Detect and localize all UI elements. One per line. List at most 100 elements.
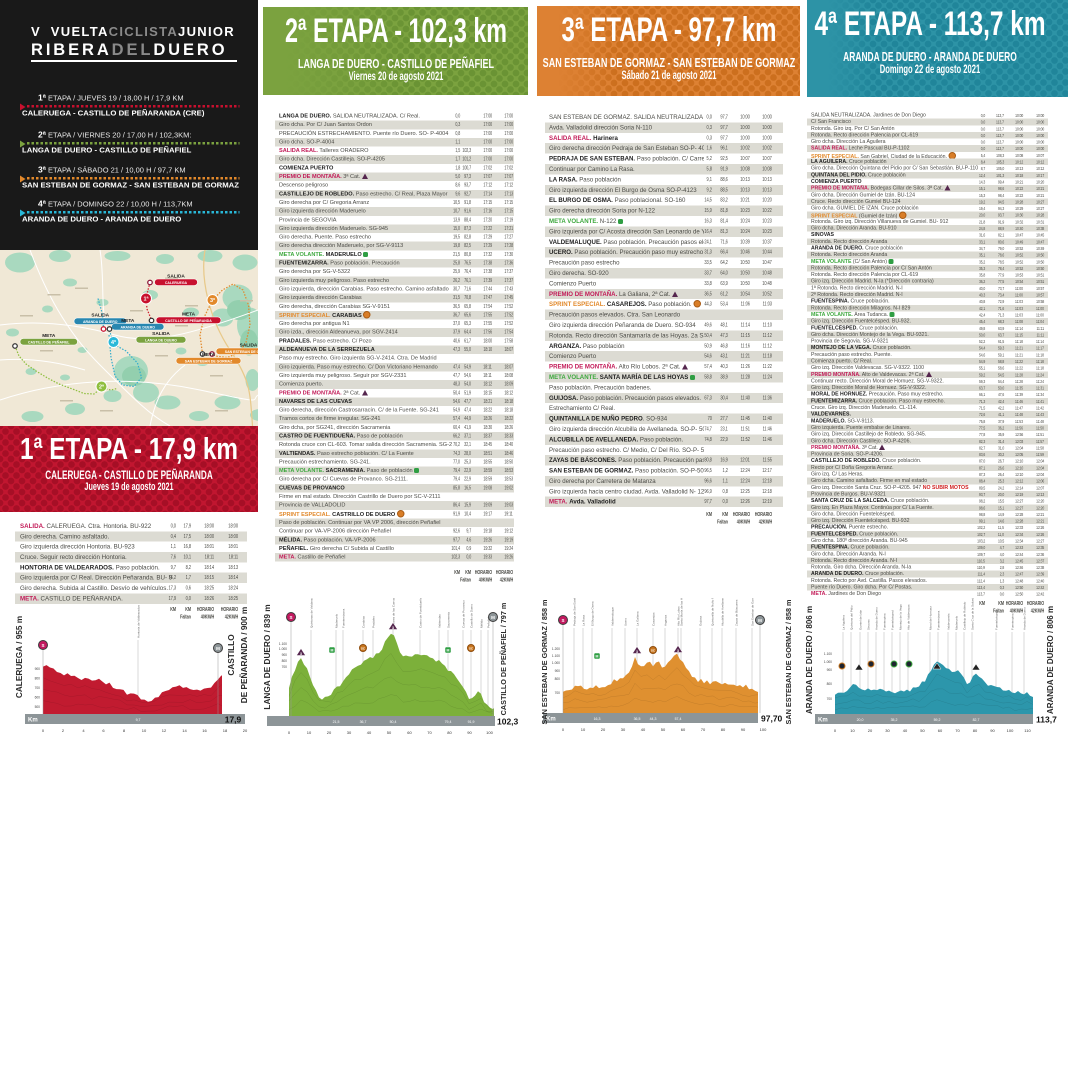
svg-text:LANGA DE DUERO: LANGA DE DUERO — [145, 338, 177, 342]
svg-text:Fuentespina: Fuentespina — [883, 613, 887, 630]
svg-text:SALIDA: SALIDA — [91, 312, 109, 318]
svg-text:18: 18 — [223, 728, 228, 733]
svg-text:META: META — [182, 311, 196, 317]
svg-text:700: 700 — [555, 691, 561, 695]
svg-text:M: M — [447, 649, 450, 653]
svg-text:12: 12 — [162, 728, 167, 733]
svg-text:Maderuelo: Maderuelo — [955, 615, 959, 630]
svg-text:4ª: 4ª — [111, 339, 117, 346]
svg-text:3: 3 — [300, 652, 302, 656]
svg-text:40: 40 — [367, 730, 372, 735]
svg-text:Km: Km — [28, 718, 38, 724]
svg-text:1.100: 1.100 — [552, 654, 560, 658]
svg-text:Guijosa: Guijosa — [699, 615, 703, 626]
svg-text:M: M — [758, 618, 762, 623]
svg-text:80: 80 — [973, 728, 978, 733]
svg-text:9,7: 9,7 — [136, 718, 141, 722]
svg-text:Montejo de la Vega: Montejo de la Vega — [899, 604, 903, 630]
svg-text:60: 60 — [681, 727, 686, 732]
svg-text:40: 40 — [903, 728, 908, 733]
svg-text:900: 900 — [35, 667, 41, 671]
svg-text:100: 100 — [486, 730, 493, 735]
svg-text:Km: Km — [546, 717, 556, 723]
svg-text:20: 20 — [601, 727, 606, 732]
svg-text:Gumiel de Izán: Gumiel de Izán — [859, 609, 863, 630]
svg-text:Alcubilla de Avellaneda: Alcubilla de Avellaneda — [721, 598, 725, 626]
svg-text:Sacramenia: Sacramenia — [447, 612, 451, 628]
svg-text:0: 0 — [288, 730, 291, 735]
svg-text:800: 800 — [282, 659, 288, 663]
svg-text:500: 500 — [35, 705, 41, 709]
svg-text:20,0: 20,0 — [857, 718, 864, 722]
svg-text:La Rasa: La Rasa — [582, 614, 586, 626]
svg-text:80: 80 — [447, 730, 452, 735]
svg-text:90: 90 — [741, 727, 746, 732]
svg-text:Hontoria de Valdearados: Hontoria de Valdearados — [137, 605, 141, 638]
svg-text:80: 80 — [721, 727, 726, 732]
svg-text:S: S — [289, 615, 292, 620]
svg-text:20: 20 — [243, 728, 248, 733]
svg-text:90: 90 — [467, 730, 472, 735]
svg-text:Peñafiel: Peñafiel — [487, 617, 491, 628]
svg-text:100: 100 — [760, 727, 767, 732]
svg-text:Quintana del Pidio: Quintana del Pidio — [850, 605, 854, 630]
svg-text:1.000: 1.000 — [552, 661, 560, 665]
svg-text:30: 30 — [885, 728, 890, 733]
svg-text:ARANDA DE DUERO: ARANDA DE DUERO — [83, 320, 118, 324]
svg-text:DE PEÑARANDA / 900 m: DE PEÑARANDA / 900 m — [239, 607, 249, 703]
svg-text:La Galiana: La Galiana — [636, 611, 640, 626]
svg-text:35,2: 35,2 — [891, 718, 898, 722]
svg-text:8: 8 — [123, 728, 126, 733]
svg-text:CASTILLO DE PEÑAFIEL / 797 m: CASTILLO DE PEÑAFIEL / 797 m — [499, 603, 508, 716]
svg-text:SALIDA: SALIDA — [167, 273, 185, 279]
svg-text:Castro de Fuentidueña: Castro de Fuentidueña — [419, 598, 423, 628]
svg-text:2: 2 — [62, 728, 65, 733]
svg-text:Sinovas: Sinovas — [867, 619, 871, 630]
svg-text:1.100: 1.100 — [824, 652, 832, 656]
svg-text:900: 900 — [555, 669, 561, 673]
svg-text:79,4: 79,4 — [445, 720, 452, 724]
svg-text:Navares de las Cuevas: Navares de las Cuevas — [392, 598, 396, 628]
svg-text:Arganza: Arganza — [664, 614, 668, 626]
svg-text:3: 3 — [636, 650, 638, 654]
svg-text:14: 14 — [182, 728, 187, 733]
svg-text:SAN ESTEBAN DE GORMAZ / 858: SAN ESTEBAN DE GORMAZ / 858 m — [540, 600, 549, 725]
svg-text:900: 900 — [282, 653, 288, 657]
svg-text:M: M — [331, 649, 334, 653]
svg-text:50: 50 — [661, 727, 666, 732]
svg-text:Aranda de Duero: Aranda de Duero — [875, 607, 879, 630]
svg-text:El Burgo de Osma: El Burgo de Osma — [591, 601, 595, 626]
svg-text:10: 10 — [307, 730, 312, 735]
svg-text:97,70: 97,70 — [761, 714, 783, 724]
svg-text:1.200: 1.200 — [552, 647, 560, 651]
svg-text:1.000: 1.000 — [279, 647, 287, 651]
svg-text:30: 30 — [621, 727, 626, 732]
svg-text:M: M — [491, 615, 495, 620]
svg-text:SAN ESTEBAN DE GORMAZ / 858: SAN ESTEBAN DE GORMAZ / 858 m — [784, 600, 793, 725]
svg-text:Alto Río Lobos: Alto Río Lobos — [677, 606, 681, 626]
svg-text:6: 6 — [102, 728, 105, 733]
svg-text:Castillejo de Robledo: Castillejo de Robledo — [963, 601, 967, 630]
svg-text:ARANDA DE DUERO / 806 m: ARANDA DE DUERO / 806 m — [805, 606, 814, 714]
svg-text:100: 100 — [1007, 728, 1014, 733]
svg-text:60: 60 — [407, 730, 412, 735]
svg-text:CALERUEGA / 955 m: CALERUEGA / 955 m — [15, 616, 24, 698]
svg-text:Moral de Hornuez: Moral de Hornuez — [929, 606, 933, 630]
svg-text:Cuevas de Provanco: Cuevas de Provanco — [462, 600, 466, 628]
svg-text:600: 600 — [35, 696, 41, 700]
svg-text:Pradales: Pradales — [372, 616, 376, 628]
svg-text:CALERUEGA: CALERUEGA — [165, 281, 188, 285]
svg-text:70: 70 — [701, 727, 706, 732]
svg-text:Fuentemizarra: Fuentemizarra — [937, 610, 941, 630]
svg-text:36,7: 36,7 — [360, 720, 367, 724]
svg-text:CASTILLO DE PEÑAFIEL: CASTILLO DE PEÑAFIEL — [28, 339, 70, 344]
svg-text:Santa María de las Hoyas: Santa María de las Hoyas — [680, 598, 684, 626]
svg-text:Castrillo de Duero: Castrillo de Duero — [470, 604, 474, 628]
svg-text:San Esteban de Gormaz: San Esteban de Gormaz — [751, 598, 755, 626]
svg-text:57,4: 57,4 — [675, 717, 682, 721]
svg-text:16,3: 16,3 — [594, 717, 601, 721]
svg-text:40: 40 — [641, 727, 646, 732]
svg-text:20: 20 — [868, 728, 873, 733]
svg-text:70: 70 — [955, 728, 960, 733]
svg-text:1ª: 1ª — [143, 296, 149, 303]
